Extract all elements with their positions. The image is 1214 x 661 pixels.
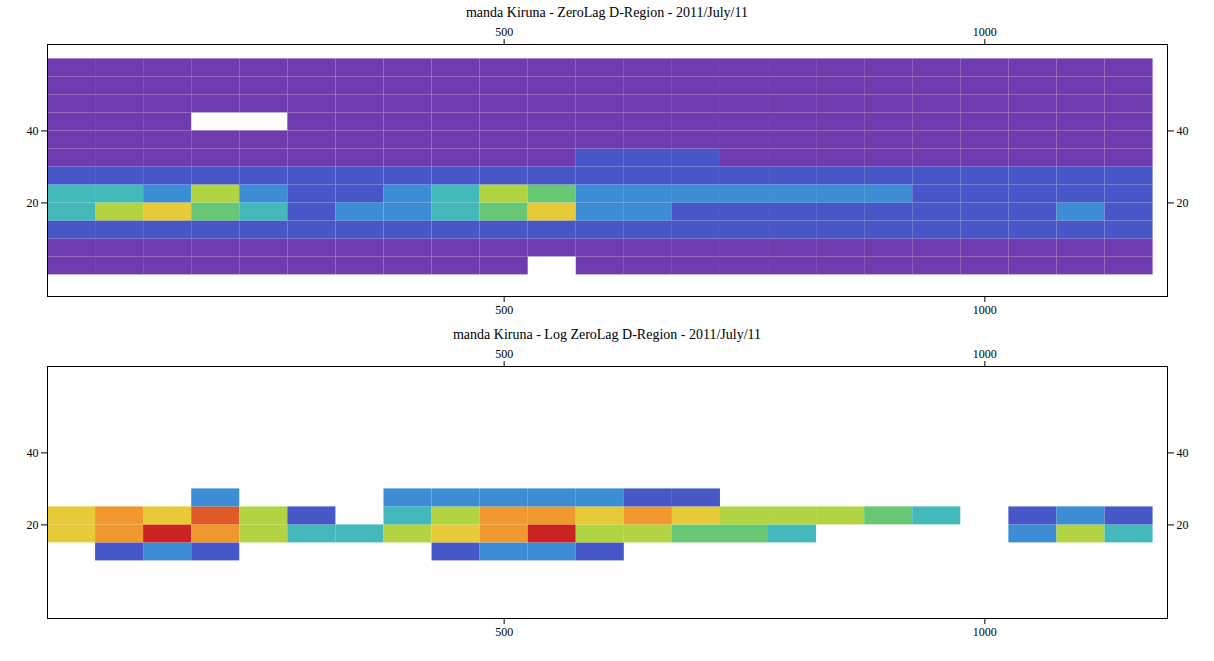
svg-text:40: 40 (1177, 124, 1189, 138)
svg-text:500: 500 (495, 303, 513, 317)
svg-text:40: 40 (1177, 446, 1189, 460)
svg-text:20: 20 (27, 518, 39, 532)
html-text:manda Kiruna - ZeroLag D-Regio: manda Kiruna - ZeroLag D-Region - 2011/J… (466, 5, 748, 20)
svg-text:20: 20 (1177, 196, 1189, 210)
svg-text:1000: 1000 (973, 303, 997, 317)
svg-text:20: 20 (27, 196, 39, 210)
svg-text:40: 40 (27, 446, 39, 460)
svg-text:40: 40 (27, 124, 39, 138)
svg-text:1000: 1000 (973, 625, 997, 639)
svg-text:1000: 1000 (973, 347, 997, 361)
svg-text:500: 500 (495, 625, 513, 639)
svg-text:1000: 1000 (973, 25, 997, 39)
svg-text:500: 500 (495, 25, 513, 39)
svg-text:500: 500 (495, 347, 513, 361)
html-text:manda Kiruna - Log ZeroLag D-R: manda Kiruna - Log ZeroLag D-Region - 20… (453, 327, 761, 342)
svg-text:20: 20 (1177, 518, 1189, 532)
